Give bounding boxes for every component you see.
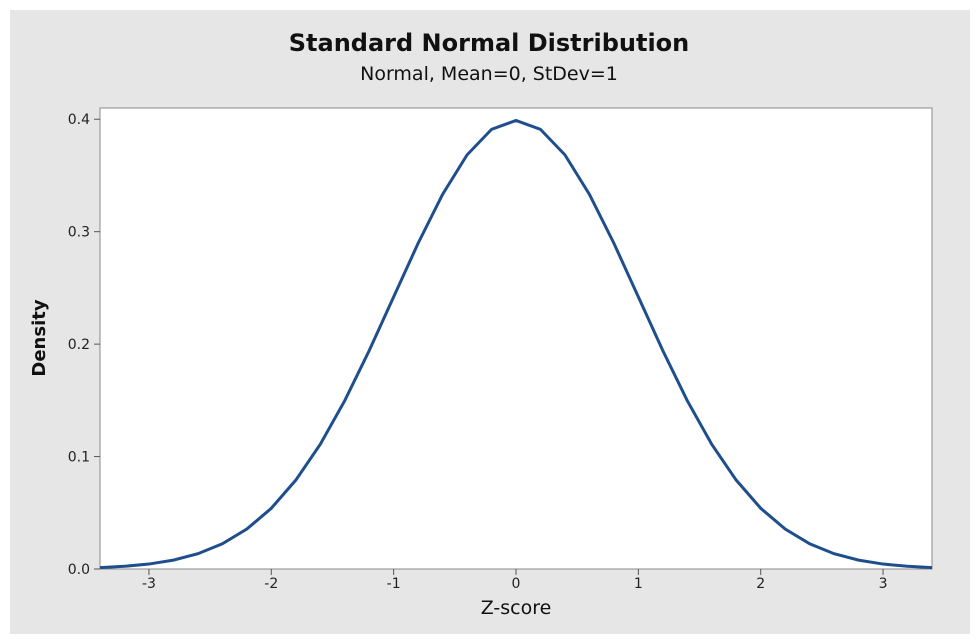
chart-title: Standard Normal Distribution xyxy=(289,29,690,57)
chart-subtitle: Normal, Mean=0, StDev=1 xyxy=(360,63,618,85)
density-curve xyxy=(99,118,933,570)
y-tick-label: 0.4 xyxy=(68,112,90,128)
y-ticks: 0.0 0.1 0.2 0.3 0.4 xyxy=(68,112,100,578)
plot-area xyxy=(99,107,933,570)
x-tick-label: 2 xyxy=(756,576,765,592)
x-ticks: -3 -2 -1 0 1 2 3 xyxy=(142,569,888,592)
y-axis-label: Density xyxy=(29,299,50,376)
chart-frame: Standard Normal Distribution Normal, Mea… xyxy=(10,10,970,634)
y-tick-label: 0.3 xyxy=(68,225,90,241)
x-tick-label: -3 xyxy=(142,576,156,592)
chart-svg: Standard Normal Distribution Normal, Mea… xyxy=(29,29,933,619)
x-tick-label: -1 xyxy=(387,576,401,592)
y-tick-label: 0.2 xyxy=(68,337,90,353)
x-axis-label: Z-score xyxy=(481,597,552,619)
x-tick-label: 1 xyxy=(634,576,643,592)
x-tick-label: -2 xyxy=(264,576,278,592)
x-tick-label: 3 xyxy=(879,576,888,592)
x-tick-label: 0 xyxy=(512,576,521,592)
y-tick-label: 0.0 xyxy=(68,562,90,578)
y-tick-label: 0.1 xyxy=(68,450,90,466)
